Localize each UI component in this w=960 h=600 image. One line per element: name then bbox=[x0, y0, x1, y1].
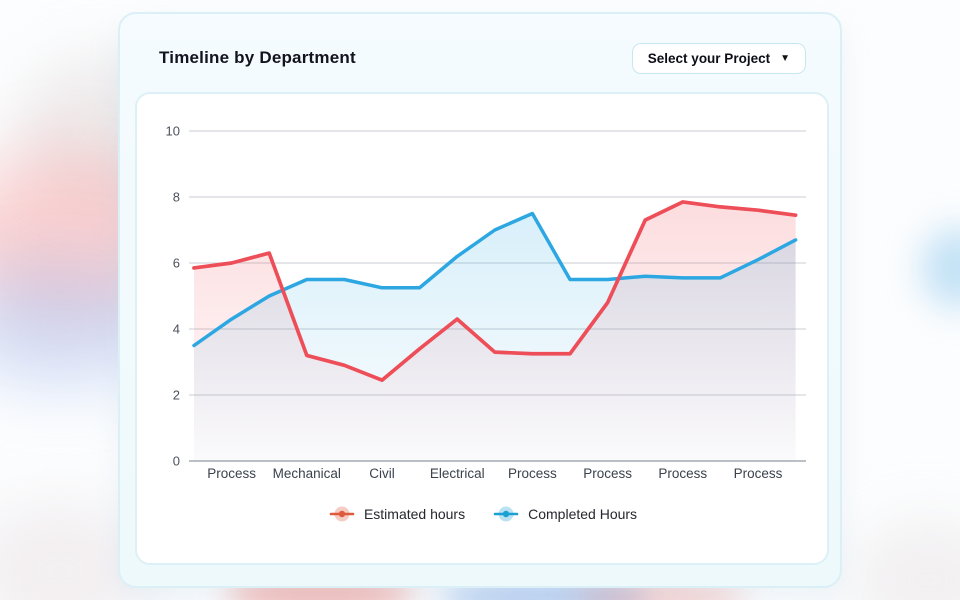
chevron-down-icon: ▼ bbox=[780, 52, 790, 64]
legend-item-estimated-hours[interactable]: Estimated hours bbox=[327, 506, 465, 522]
project-select-button[interactable]: Select your Project ▼ bbox=[631, 43, 806, 74]
project-select-label: Select your Project bbox=[647, 51, 771, 66]
legend-label: Completed Hours bbox=[528, 506, 638, 522]
chart-legend: Estimated hours Completed Hours bbox=[137, 506, 827, 522]
x-axis-tick-label: Process bbox=[508, 466, 557, 481]
legend-item-completed-hours[interactable]: Completed Hours bbox=[491, 506, 637, 522]
timeline-chart: 0 2 4 6 8 10 Process Mechanical Civil Electrical P… bbox=[166, 124, 806, 481]
x-axis-tick-label: Process bbox=[658, 466, 707, 481]
y-axis-tick-label: 4 bbox=[173, 322, 180, 337]
page-title: Timeline by Department bbox=[159, 48, 356, 67]
x-axis-tick-label: Process bbox=[583, 466, 632, 481]
chart-panel: 0 2 4 6 8 10 Process Mechanical Civil Electrical P… bbox=[135, 92, 829, 565]
x-axis-tick-label: Civil bbox=[369, 466, 395, 481]
x-axis-tick-label: Process bbox=[207, 466, 256, 481]
y-axis-tick-label: 2 bbox=[173, 388, 180, 403]
completed-hours-marker-icon bbox=[493, 506, 519, 522]
x-axis-tick-label: Mechanical bbox=[273, 466, 341, 481]
timeline-card: Timeline by Department Select your Proje… bbox=[118, 12, 842, 588]
y-axis-tick-label: 10 bbox=[166, 124, 180, 139]
x-axis-tick-label: Electrical bbox=[430, 466, 485, 481]
y-axis-tick-label: 6 bbox=[173, 256, 180, 271]
estimated-hours-line bbox=[192, 200, 798, 382]
y-axis-tick-label: 0 bbox=[173, 454, 180, 469]
legend-label: Estimated hours bbox=[363, 506, 466, 522]
x-axis-tick-label: Process bbox=[734, 466, 783, 481]
y-axis-tick-label: 8 bbox=[173, 190, 180, 205]
background-blob bbox=[922, 228, 960, 308]
background-blob bbox=[850, 520, 960, 600]
completed-hours-line bbox=[192, 211, 798, 348]
estimated-hours-marker-icon bbox=[329, 506, 355, 522]
